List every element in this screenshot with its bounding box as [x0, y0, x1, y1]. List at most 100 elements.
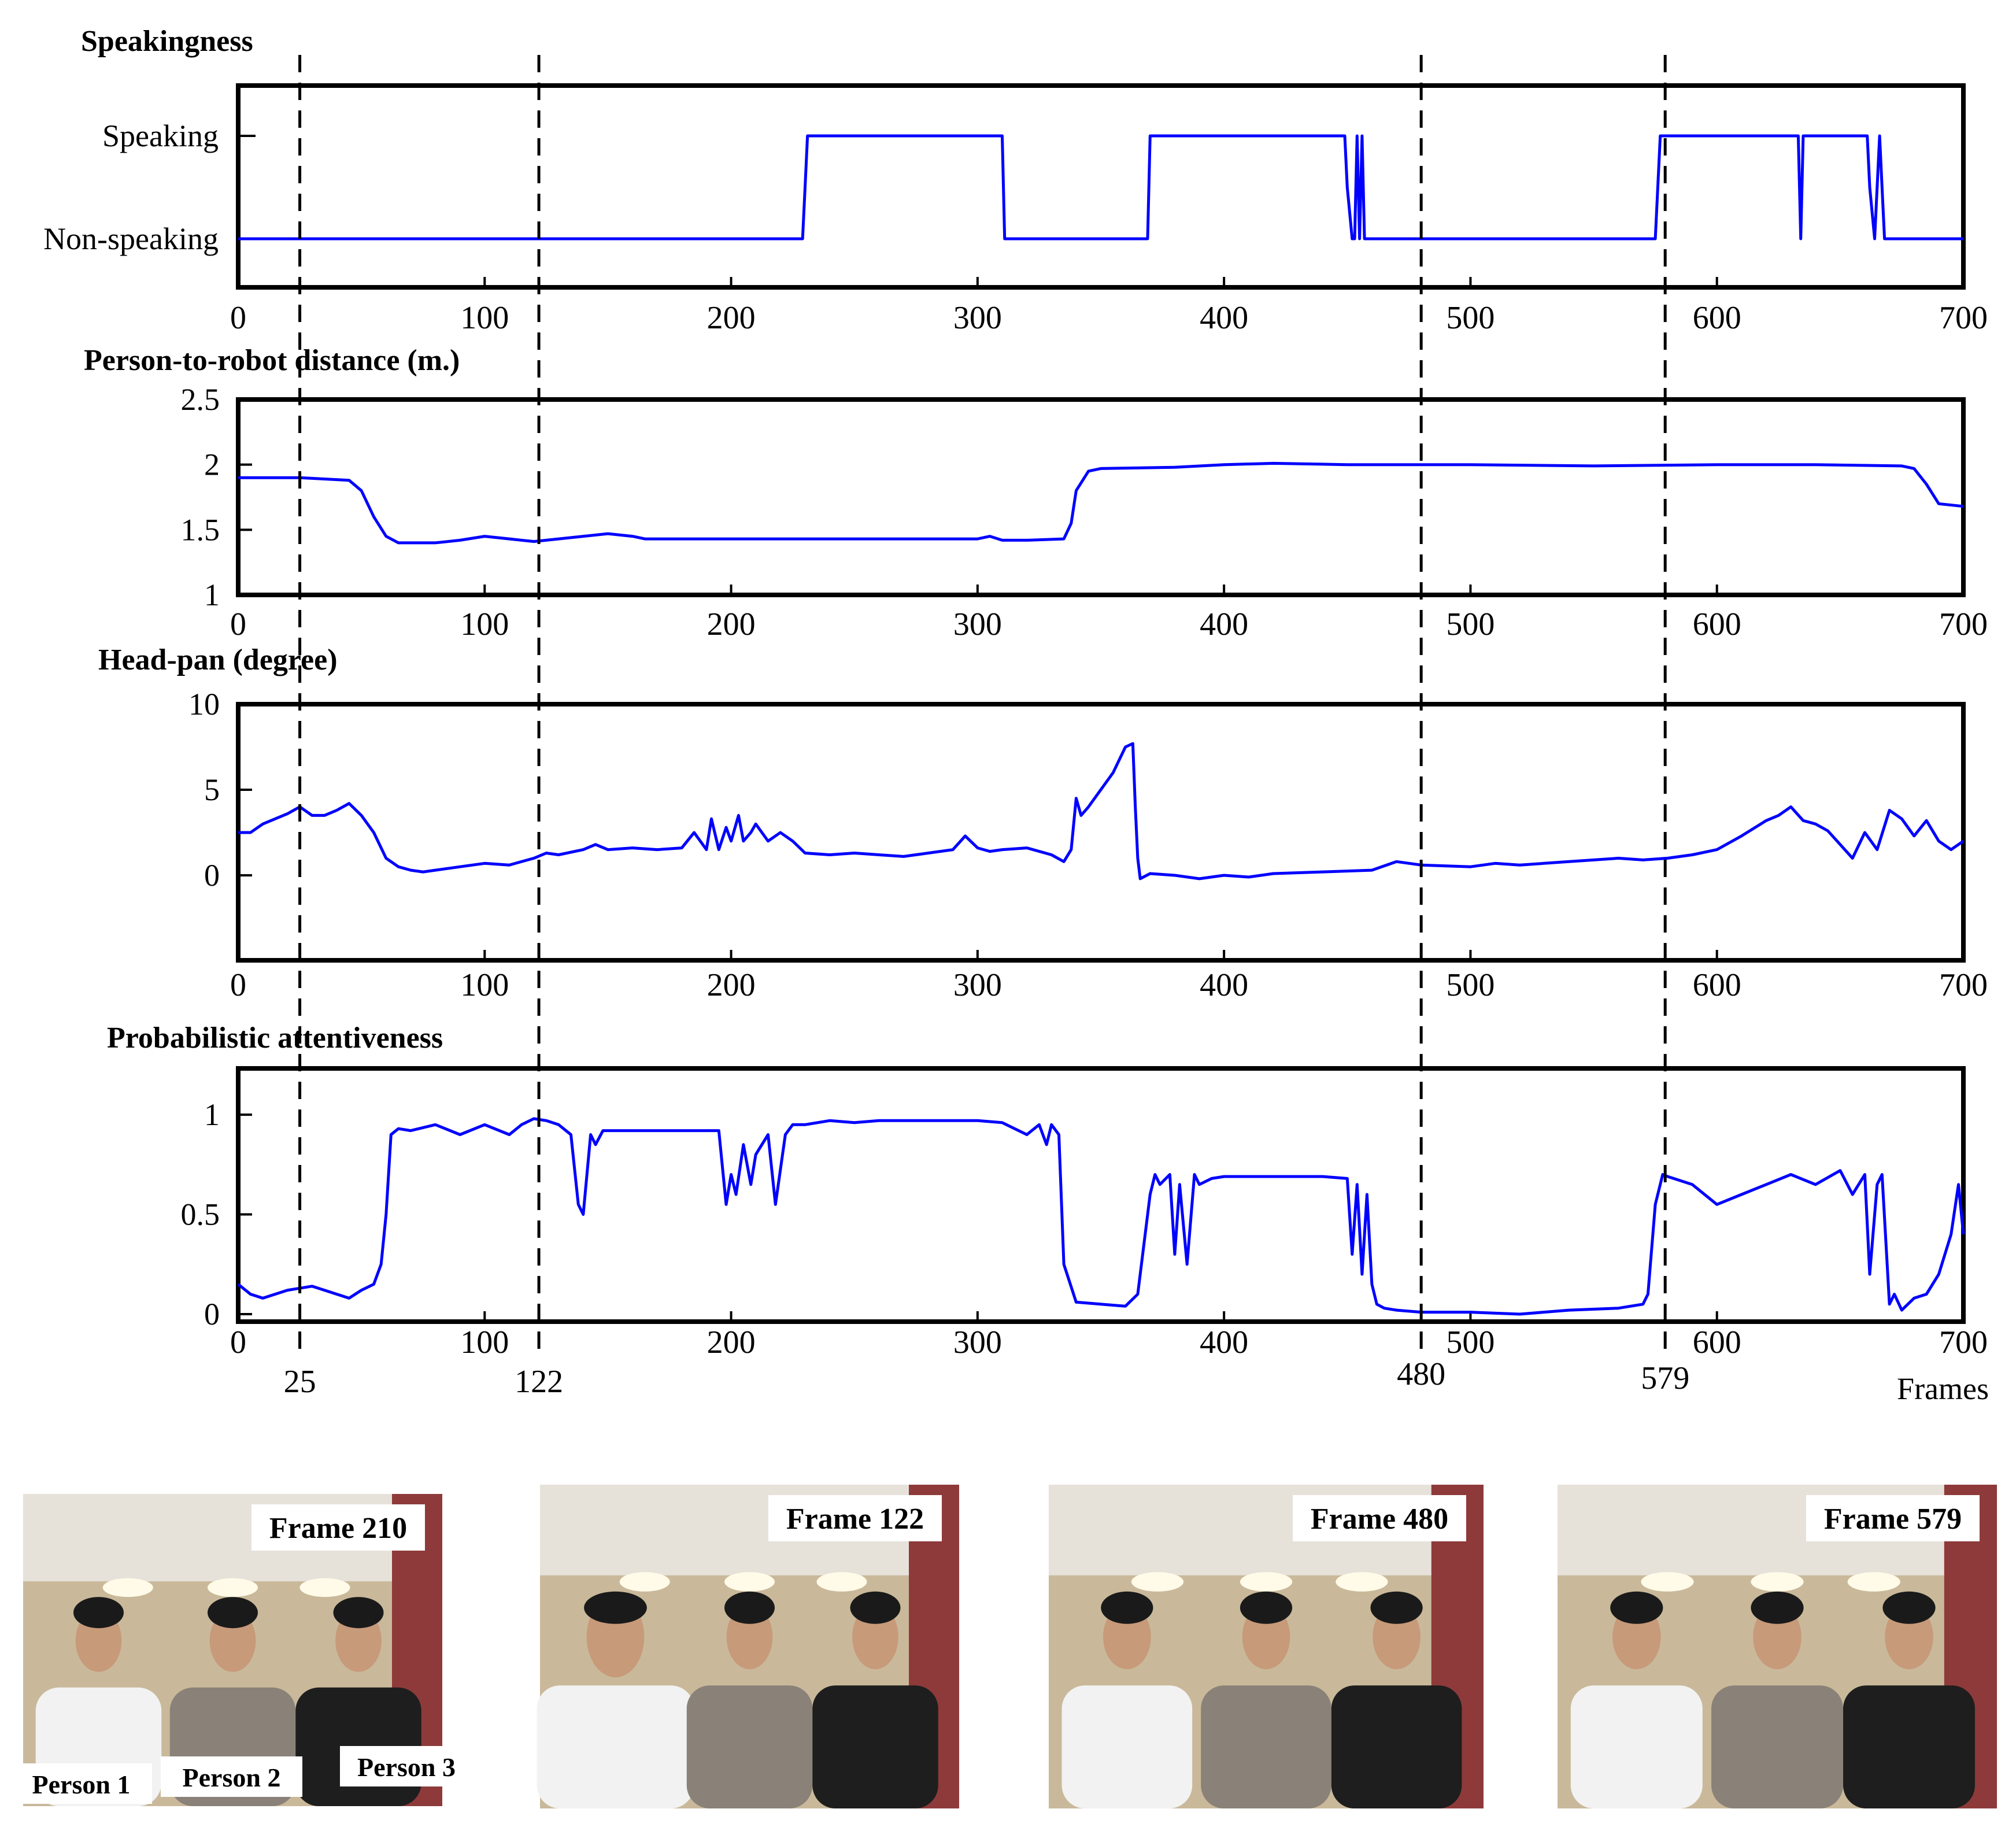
person-label: Person 3: [357, 1752, 456, 1782]
panel-3: Head-pan (degree) 0 100 200 300 400 500 600 700 0…: [98, 643, 1988, 1003]
x-tick-label: 0: [230, 606, 246, 642]
person-hair: [584, 1591, 647, 1624]
ceiling-light: [1240, 1572, 1293, 1592]
person-label: Person 1: [32, 1770, 131, 1799]
person-label-box: [340, 1746, 473, 1786]
y-tick-label: Non-speaking: [43, 221, 219, 256]
x-tick-label: 700: [1939, 967, 1988, 1003]
x-tick-label: 400: [1200, 967, 1248, 1003]
data-series-line: [238, 134, 1963, 241]
person-hair: [1370, 1591, 1423, 1624]
plot-frame: [236, 83, 1966, 290]
x-tick-label: 400: [1200, 300, 1248, 336]
ceiling-light: [1131, 1572, 1184, 1592]
marker-frame-label: 480: [1397, 1356, 1445, 1392]
x-tick-label: 100: [460, 1325, 509, 1360]
person-hair: [1751, 1591, 1804, 1624]
x-tick-label: 600: [1693, 1325, 1741, 1360]
y-tick-label: 10: [188, 687, 220, 722]
ceiling-light: [299, 1578, 350, 1597]
person-torso: [537, 1685, 694, 1808]
x-tick-label: 100: [460, 967, 509, 1003]
panel-1: Speakingness 0 100 200 300 400 500 600 700 Speaki…: [43, 25, 1988, 336]
panel-4: Probabilistic attentiveness 0 100 200 300 400…: [107, 1022, 1989, 1406]
x-tick-label: 500: [1446, 300, 1495, 336]
person-hair: [1882, 1591, 1936, 1624]
frame-title: Frame 122: [786, 1503, 924, 1536]
x-tick-label: 600: [1693, 967, 1741, 1003]
frame-title: Frame 480: [1311, 1503, 1448, 1536]
person-torso: [1843, 1685, 1975, 1808]
photo-strip: Frame 210 Person 1 Person 2 Person 3 Frame 1…: [10, 1485, 1997, 1808]
person-hair: [333, 1597, 384, 1629]
person-hair: [1101, 1591, 1153, 1624]
y-tick-label: Speaking: [102, 119, 219, 153]
person-torso: [686, 1685, 813, 1808]
marker-frame-label: 25: [284, 1364, 316, 1400]
person-hair: [850, 1591, 901, 1624]
marker-frame-label: 122: [515, 1364, 563, 1400]
x-tick-label: 600: [1693, 606, 1741, 642]
chart-title: Head-pan (degree): [98, 643, 338, 676]
ceiling-light: [102, 1578, 153, 1597]
person-hair: [1610, 1591, 1663, 1624]
x-tick-label: 300: [953, 1325, 1002, 1360]
data-series-line: [237, 1117, 1965, 1316]
y-tick-label: 1.5: [181, 512, 220, 547]
frame-title-box: [1293, 1495, 1466, 1541]
marker-lines-group: [298, 55, 1667, 1356]
person-hair: [208, 1597, 258, 1629]
y-tick-label: 2.5: [181, 382, 220, 417]
person-label-box: [161, 1756, 302, 1797]
chart-title: Person-to-robot distance (m.): [84, 344, 460, 377]
person-torso: [1711, 1685, 1843, 1808]
photo-frame-2: Frame 122: [537, 1485, 959, 1808]
x-tick-label: 100: [460, 606, 509, 642]
x-tick-label: 400: [1200, 606, 1248, 642]
frame-title: Frame 579: [1824, 1503, 1962, 1536]
data-series-line: [238, 742, 1965, 881]
x-tick-label: 0: [230, 1325, 246, 1360]
plot-frame: [236, 1066, 1966, 1324]
photo-frame-1: Frame 210 Person 1 Person 2 Person 3: [10, 1494, 473, 1806]
ceiling-light: [1847, 1572, 1900, 1592]
plot-frame: [236, 397, 1966, 597]
person-hair: [724, 1591, 775, 1624]
x-tick-label: 300: [953, 606, 1002, 642]
x-tick-label: 300: [953, 967, 1002, 1003]
x-tick-label: 200: [707, 606, 756, 642]
y-tick-label: 1: [204, 1097, 220, 1132]
person-label: Person 2: [183, 1763, 281, 1792]
person-torso: [1570, 1685, 1703, 1808]
photo-frame-3: Frame 480: [1049, 1485, 1484, 1808]
x-tick-label: 200: [707, 967, 756, 1003]
x-tick-label: 700: [1939, 300, 1988, 336]
y-tick-label: 0: [204, 1297, 220, 1331]
person-torso: [812, 1685, 938, 1808]
x-tick-label: 200: [707, 300, 756, 336]
y-tick-label: 1: [204, 578, 220, 612]
x-tick-label: 0: [230, 967, 246, 1003]
x-tick-label: 0: [230, 300, 246, 336]
panel-2: Person-to-robot distance (m.) 0 100 200 300 4…: [84, 344, 1988, 642]
marker-frame-label: 579: [1641, 1360, 1689, 1396]
person-torso: [1331, 1685, 1462, 1808]
ceiling-light: [1751, 1572, 1804, 1592]
x-tick-label: 700: [1939, 606, 1988, 642]
frame-title-box: [251, 1504, 425, 1551]
x-tick-label: 100: [460, 300, 509, 336]
plot-frame: [236, 702, 1966, 963]
ceiling-light: [1641, 1572, 1694, 1592]
ceiling-light: [208, 1578, 258, 1597]
y-tick-label: 0: [204, 858, 220, 893]
person-torso: [1201, 1685, 1331, 1808]
photo-frame-4: Frame 579: [1558, 1485, 1997, 1808]
x-tick-label: 500: [1446, 967, 1495, 1003]
frame-title-box: [768, 1495, 942, 1541]
x-tick-label: 300: [953, 300, 1002, 336]
frame-title: Frame 210: [269, 1512, 407, 1545]
x-tick-label: 700: [1939, 1325, 1988, 1360]
y-tick-label: 2: [204, 447, 220, 482]
